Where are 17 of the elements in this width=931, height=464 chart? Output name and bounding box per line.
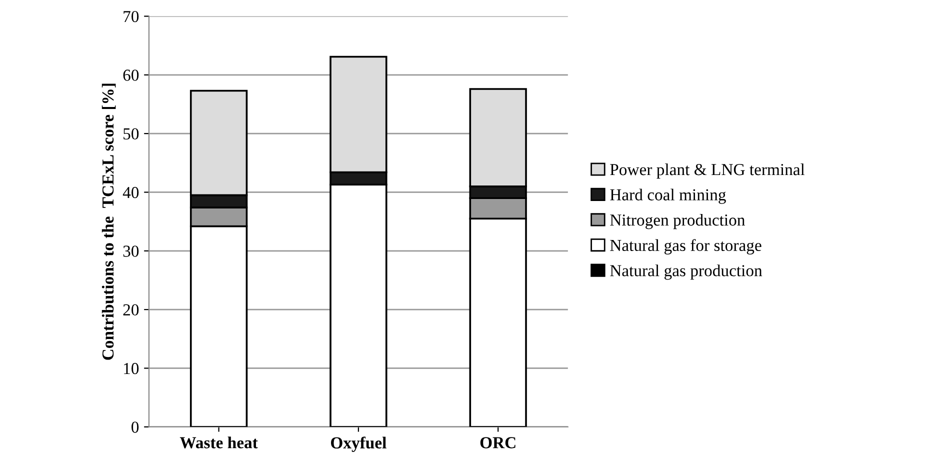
x-tick-label: Waste heat bbox=[180, 436, 258, 448]
y-tick-label: 0 bbox=[132, 422, 139, 433]
y-tick-label: 20 bbox=[123, 304, 139, 316]
y-tick-label: 60 bbox=[123, 70, 139, 81]
y-tick-label: 40 bbox=[122, 186, 139, 198]
y-tick-label: 30 bbox=[123, 246, 139, 257]
legend-label: Hard coal mining bbox=[610, 188, 726, 204]
x-tick-label: ORC bbox=[480, 437, 516, 448]
y-tick-label: 70 bbox=[124, 10, 139, 22]
legend-label: Power plant & LNG terminal bbox=[610, 163, 805, 179]
y-axis-title: Contributions to the TCExL score [%] bbox=[102, 84, 116, 360]
y-tick-label: 10 bbox=[124, 362, 139, 374]
legend-label: Natural gas production bbox=[610, 264, 762, 280]
y-tick-label: 50 bbox=[124, 128, 139, 140]
legend-label: Natural gas for storage bbox=[610, 239, 762, 254]
legend-label: Nitrogen production bbox=[610, 214, 745, 230]
x-tick-label: Oxyfuel bbox=[331, 436, 386, 452]
